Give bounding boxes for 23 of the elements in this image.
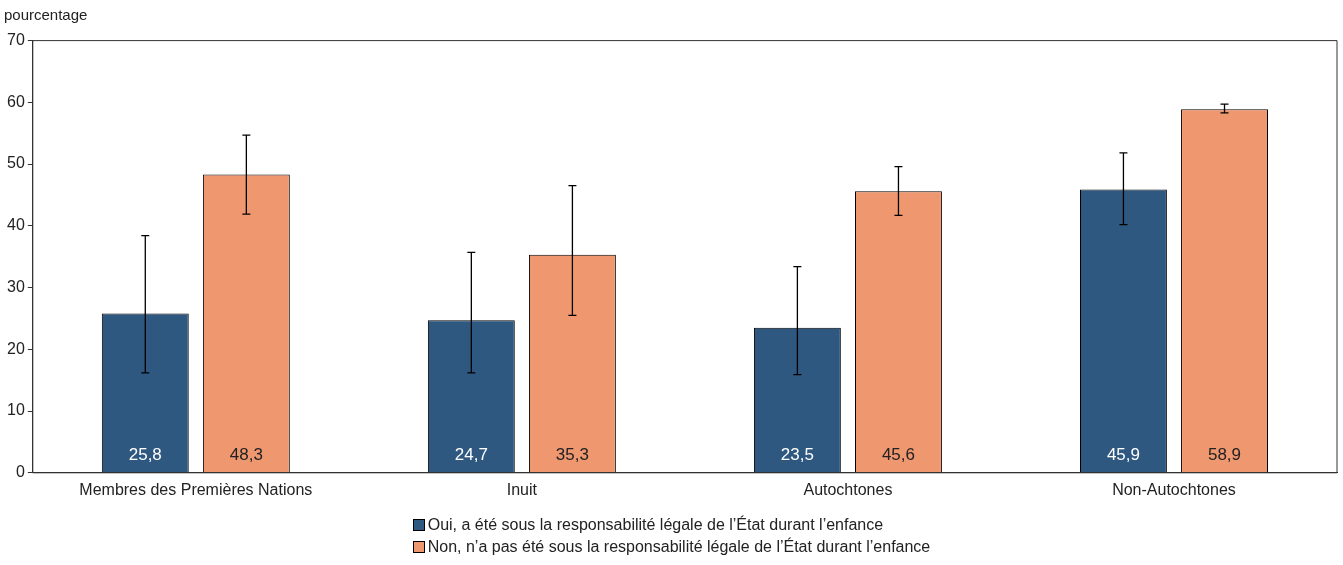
data-label: 24,7 [454, 445, 488, 465]
data-label: 23,5 [780, 445, 814, 465]
y-axis-title: pourcentage [4, 6, 88, 23]
data-label: 45,9 [1106, 445, 1140, 465]
y-tick-label: 50 [7, 154, 25, 172]
y-tick-label: 10 [7, 401, 25, 419]
legend-label: Oui, a été sous la responsabilité légale de l’État durant l’enfance [427, 516, 884, 534]
data-label: 25,8 [128, 445, 162, 465]
x-tick-label: Autochtones [803, 480, 893, 498]
y-tick-label: 40 [7, 216, 25, 234]
y-tick-label: 20 [7, 339, 25, 357]
y-tick-label: 60 [7, 92, 25, 110]
legend-label: Non, n’a pas été sous la responsabilité légale de l’État durant l’enfance [427, 538, 931, 556]
data-label: 45,6 [881, 445, 916, 465]
y-tick-label: 30 [7, 277, 25, 295]
data-label: 35,3 [555, 445, 589, 465]
data-label: 48,3 [229, 445, 263, 465]
x-tick-label: Non-Autochtones [1112, 480, 1236, 498]
x-tick-label: Inuit [506, 480, 538, 498]
x-tick-label: Membres des Premières Nations [79, 480, 313, 498]
y-tick-label: 0 [15, 463, 25, 481]
data-label: 58,9 [1207, 445, 1242, 465]
y-tick-label: 70 [7, 31, 25, 49]
